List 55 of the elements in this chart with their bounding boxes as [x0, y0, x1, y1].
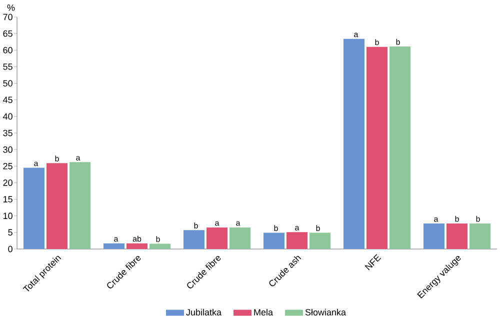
bar [309, 232, 330, 249]
y-tick-label: 5 [8, 229, 12, 236]
bar [389, 46, 410, 249]
bar [46, 163, 68, 249]
bar [264, 232, 285, 249]
data-label: a [76, 156, 80, 160]
bar [206, 227, 228, 249]
y-tick-label: 0 [8, 246, 12, 252]
data-label: ab [132, 236, 142, 242]
data-label: a [434, 217, 438, 222]
y-tick-label: 10 [3, 212, 12, 220]
data-label: a [215, 221, 220, 226]
data-label: b [55, 156, 59, 162]
bar [286, 232, 308, 249]
y-tick-label: 45 [2, 96, 12, 104]
bar [446, 223, 468, 249]
bar [424, 223, 445, 249]
data-label: a [34, 162, 38, 166]
data-label: b [194, 222, 198, 228]
bar [366, 46, 388, 249]
data-label: b [375, 39, 379, 46]
data-label: b [316, 225, 320, 232]
data-label: a [295, 226, 300, 230]
y-tick-label: 35 [3, 130, 12, 136]
legend-label: Mela [254, 308, 273, 316]
data-label: b [455, 216, 459, 222]
y-tick-label: 15 [3, 196, 12, 202]
data-label: a [236, 221, 240, 226]
legend-label: Jubilatka [186, 308, 222, 316]
y-tick-label: 30 [3, 146, 12, 153]
legend-label: Słowianka [305, 308, 346, 316]
y-tick-label: 55 [3, 64, 12, 70]
bar [104, 243, 125, 249]
data-label: a [114, 237, 118, 242]
bar [69, 162, 90, 249]
bar [126, 243, 148, 249]
bar [24, 168, 45, 249]
y-axis-title: % [7, 4, 15, 11]
bar [469, 223, 490, 249]
y-tick-label: 40 [2, 113, 12, 120]
bar [184, 230, 205, 249]
data-label: a [354, 32, 358, 38]
y-tick-label: 60 [3, 46, 12, 54]
y-tick-label: 50 [3, 80, 12, 86]
bar [149, 244, 170, 249]
data-label: b [476, 216, 480, 222]
y-tick-label: 25 [3, 162, 12, 170]
data-label: b [156, 236, 160, 242]
data-label: b [396, 38, 400, 45]
y-tick-label: 65 [3, 30, 12, 37]
data-label: b [274, 225, 278, 232]
bar [344, 38, 365, 249]
y-tick-label: 20 [3, 180, 12, 186]
y-tick-label: 70 [3, 14, 12, 20]
bar [229, 227, 250, 249]
